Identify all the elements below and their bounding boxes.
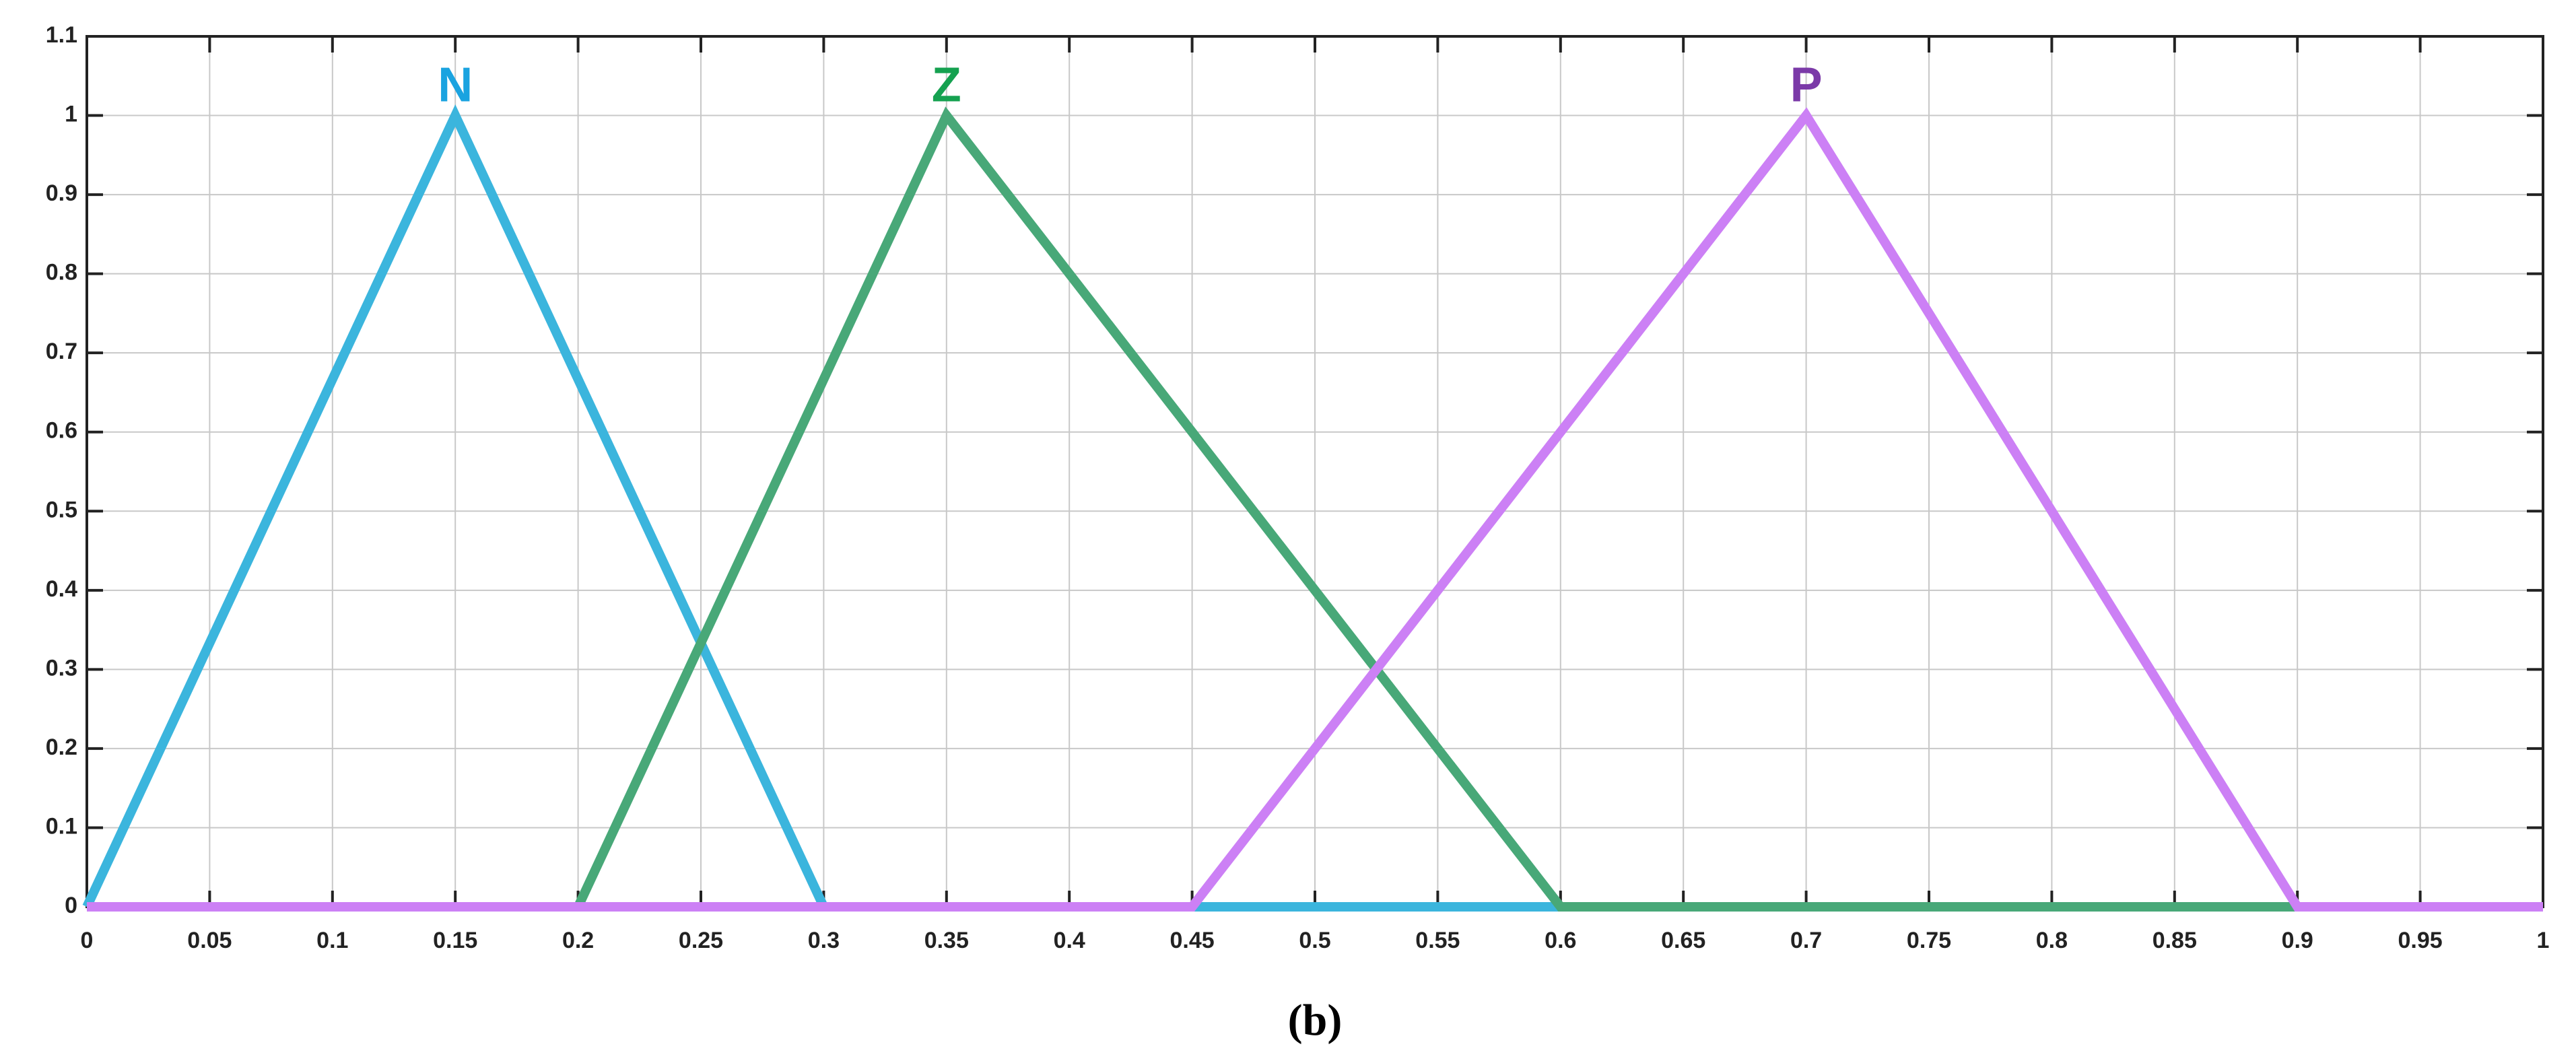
series-label: N: [438, 59, 473, 112]
y-tick-label: 0.8: [46, 260, 77, 285]
x-tick-label: 0.95: [2398, 928, 2443, 953]
x-tick-label: 0.05: [187, 928, 232, 953]
y-tick-label: 0.7: [46, 339, 77, 364]
x-tick-label: 0.85: [2153, 928, 2197, 953]
series-label: P: [1790, 59, 1823, 112]
y-tick-label: 0.5: [46, 497, 77, 522]
x-tick-label: 0.5: [1299, 928, 1330, 953]
series-line: [87, 107, 2543, 912]
y-tick-label: 0.2: [46, 734, 77, 760]
y-tick-label: 0: [65, 893, 77, 918]
x-tick-label: 0.3: [808, 928, 840, 953]
x-tick-label: 0.45: [1170, 928, 1215, 953]
y-tick-label: 0.4: [46, 576, 77, 602]
x-tick-label: 0.2: [562, 928, 594, 953]
x-tick-label: 0.55: [1415, 928, 1460, 953]
x-tick-label: 0.25: [679, 928, 723, 953]
x-tick-label: 0.7: [1790, 928, 1822, 953]
y-tick-label: 1: [65, 102, 77, 127]
y-tick-label: 0.6: [46, 418, 77, 444]
x-tick-label: 0.6: [1545, 928, 1576, 953]
x-tick-label: 0.15: [433, 928, 477, 953]
x-tick-label: 0.4: [1054, 928, 1085, 953]
x-tick-label: 0: [81, 928, 94, 953]
x-tick-label: 1: [2537, 928, 2550, 953]
y-tick-label: 0.9: [46, 180, 77, 206]
caption: (b): [1288, 996, 1343, 1045]
x-tick-label: 0.75: [1907, 928, 1951, 953]
series-label: Z: [932, 59, 961, 112]
x-tick-label: 0.8: [2036, 928, 2068, 953]
x-tick-label: 0.35: [924, 928, 969, 953]
x-tick-label: 0.1: [316, 928, 348, 953]
x-tick-label: 0.65: [1661, 928, 1705, 953]
x-tick-label: 0.9: [2282, 928, 2313, 953]
y-tick-label: 0.3: [46, 655, 77, 681]
y-tick-label: 0.1: [46, 813, 77, 839]
y-tick-label: 1.1: [46, 22, 77, 48]
